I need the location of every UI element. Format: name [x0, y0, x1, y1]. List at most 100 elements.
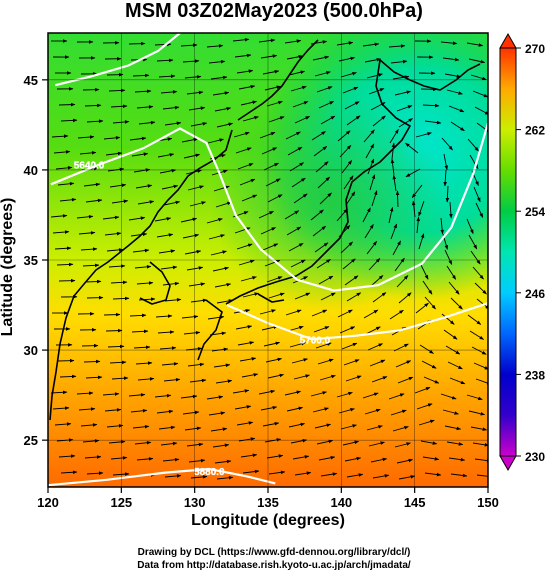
wind-arrow — [392, 240, 401, 256]
wind-arrow — [267, 373, 285, 379]
wind-arrow — [336, 391, 353, 398]
wind-arrow — [418, 419, 435, 426]
wind-arrow — [345, 375, 362, 382]
wind-arrow — [443, 169, 447, 187]
wind-arrow — [216, 299, 234, 304]
wind-arrow — [317, 358, 334, 365]
wind-arrow — [371, 190, 378, 207]
x-tick-label: 150 — [477, 495, 499, 510]
wind-arrow — [260, 54, 278, 59]
map-title: MSM 03Z02May2023 (500.0hPa) — [125, 0, 423, 22]
wind-arrow — [474, 282, 487, 295]
wind-arrow — [159, 346, 177, 350]
wind-arrow — [160, 441, 178, 446]
wind-arrow — [236, 243, 253, 250]
wind-arrow — [337, 309, 353, 318]
wind-arrow — [182, 410, 200, 415]
wind-arrow — [105, 328, 123, 333]
wind-arrow — [311, 309, 328, 317]
wind-arrow — [238, 84, 256, 90]
wind-arrow — [472, 266, 484, 280]
wind-arrow — [320, 472, 338, 477]
wind-arrow — [390, 59, 408, 64]
wind-arrow — [340, 241, 353, 254]
wind-arrow — [50, 214, 68, 218]
wind-arrow — [76, 391, 94, 395]
wind-arrow — [180, 43, 198, 47]
wind-arrow — [372, 115, 386, 127]
wind-arrow — [310, 209, 324, 221]
wind-arrow — [372, 474, 390, 479]
wind-arrow — [110, 280, 128, 285]
wind-arrow — [475, 202, 484, 218]
wind-arrow — [415, 132, 432, 138]
wind-arrow — [162, 105, 180, 110]
wind-arrow — [268, 116, 285, 123]
wind-arrow — [445, 185, 450, 203]
wind-arrow — [293, 374, 310, 380]
wind-arrow — [416, 403, 433, 410]
wind-arrow — [106, 248, 124, 252]
wind-arrow — [262, 243, 279, 251]
wind-arrow — [341, 342, 358, 350]
colorbar-tick-label: 238 — [525, 368, 545, 382]
wind-arrow — [131, 329, 149, 334]
wind-arrow — [213, 185, 230, 192]
wind-arrow — [418, 200, 425, 217]
wind-arrow — [163, 200, 181, 206]
wind-arrow — [51, 134, 69, 138]
wind-arrow — [236, 69, 254, 74]
wind-arrow — [77, 135, 95, 139]
wind-arrow — [395, 360, 412, 368]
wind-arrow — [59, 374, 77, 379]
wind-arrow — [184, 426, 202, 431]
wind-arrow — [240, 276, 257, 282]
wind-arrow — [188, 282, 206, 287]
wind-arrow — [268, 470, 286, 475]
wind-arrow — [363, 129, 375, 143]
wind-arrow — [242, 292, 259, 298]
wind-arrow — [450, 473, 468, 478]
wind-arrow — [234, 405, 252, 410]
wind-arrow — [336, 208, 348, 222]
wind-arrow — [157, 330, 175, 334]
wind-arrow — [318, 100, 335, 109]
wind-arrow — [55, 166, 73, 170]
wind-arrow — [344, 101, 360, 110]
wind-arrow — [291, 358, 308, 364]
wind-arrow — [450, 297, 463, 310]
wind-arrow — [86, 471, 104, 475]
wind-arrow — [372, 292, 387, 303]
wind-arrow — [59, 197, 77, 202]
wind-arrow — [444, 73, 462, 78]
wind-arrow — [476, 474, 488, 477]
wind-arrow — [448, 457, 466, 462]
wind-arrow — [161, 362, 179, 366]
wind-arrow — [263, 162, 279, 171]
wind-arrow — [416, 216, 420, 234]
wind-arrow — [102, 215, 120, 220]
wind-arrow — [366, 240, 378, 255]
map-plot: 5640.0 5700.0 5880.0 120 125 130 135 140 145 150… — [24, 32, 545, 510]
wind-arrow — [441, 313, 455, 325]
wind-arrow — [471, 346, 487, 355]
wind-arrow — [474, 458, 488, 463]
wind-arrow — [396, 275, 409, 288]
x-tick-label: 120 — [37, 495, 59, 510]
wind-arrow — [424, 296, 436, 310]
wind-arrow — [180, 394, 198, 399]
credit-data-source: Data from http://database.rish.kyoto-u.a… — [137, 560, 411, 571]
wind-arrow — [318, 275, 334, 285]
wind-arrow — [206, 395, 224, 400]
wind-arrow — [467, 314, 482, 325]
wind-arrow — [468, 410, 486, 416]
wind-arrow — [470, 74, 487, 81]
wind-arrow — [162, 457, 180, 462]
contour-line — [50, 122, 488, 292]
wind-arrow — [285, 131, 301, 140]
wind-arrow — [180, 217, 198, 223]
wind-arrow — [265, 357, 283, 363]
wind-arrow — [466, 218, 474, 235]
wind-arrow — [161, 184, 179, 190]
colorbar-tick-label: 246 — [525, 287, 545, 301]
